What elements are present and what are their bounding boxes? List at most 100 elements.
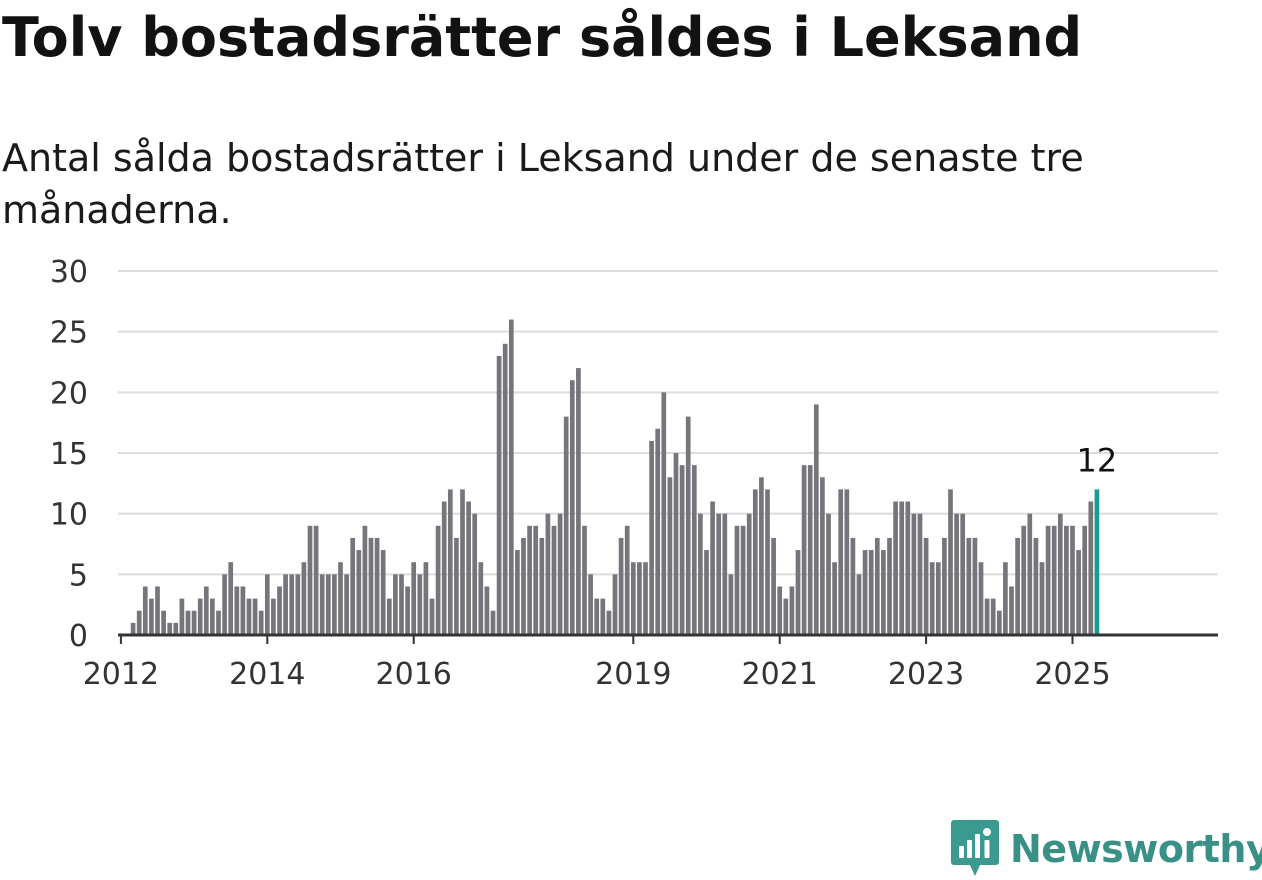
bar [210, 598, 215, 635]
bar [252, 598, 258, 635]
bar [679, 465, 685, 635]
bar [972, 537, 978, 635]
bar [746, 513, 752, 635]
bar [307, 525, 313, 635]
x-tick-label: 2019 [595, 657, 671, 692]
y-tick-label: 30 [50, 255, 88, 290]
bar [1027, 513, 1033, 635]
bar [893, 501, 898, 635]
bar [362, 525, 368, 635]
annotations: 12 [1077, 441, 1118, 479]
bar [533, 525, 539, 635]
bar [698, 513, 703, 635]
latest-value-label: 12 [1077, 441, 1118, 479]
bar [630, 562, 636, 635]
bar [960, 513, 966, 635]
bar-latest [1094, 489, 1100, 635]
bar [313, 525, 319, 635]
bar [161, 610, 166, 635]
bar [783, 598, 789, 635]
bar [258, 610, 264, 635]
bar [179, 598, 185, 635]
bar [399, 574, 404, 635]
bar [813, 404, 819, 635]
bar [338, 562, 343, 635]
bar [655, 428, 661, 635]
bar [874, 537, 880, 635]
bar [508, 319, 514, 635]
bar [789, 586, 795, 635]
bar [557, 513, 563, 635]
bar [1088, 501, 1094, 635]
bar [185, 610, 191, 635]
bar [386, 598, 392, 635]
bar [606, 610, 612, 635]
newsworthy-logo-icon [951, 820, 999, 876]
bar [136, 610, 142, 635]
bar [996, 610, 1002, 635]
bar [838, 489, 844, 635]
y-tick-label: 10 [50, 498, 88, 533]
bar [667, 477, 673, 635]
bar [807, 465, 813, 635]
bar [264, 574, 270, 635]
bar [716, 513, 722, 635]
bar [759, 477, 764, 635]
bar [1070, 525, 1075, 635]
bar [826, 513, 831, 635]
chart-subtitle: Antal sålda bostadsrätter i Leksand unde… [2, 136, 1084, 232]
bar [862, 550, 868, 635]
bar [728, 574, 734, 635]
bar [795, 550, 801, 635]
bar [484, 586, 490, 635]
bar [990, 598, 996, 635]
bar [1009, 586, 1014, 635]
bar [405, 586, 410, 635]
x-tick-label: 2016 [376, 657, 452, 692]
bar [948, 489, 953, 635]
bar [429, 598, 435, 635]
bar [478, 562, 484, 635]
bar [1064, 525, 1069, 635]
y-axis-ticks: 0 5 10 15 20 25 30 [50, 255, 88, 654]
bar [197, 598, 203, 635]
bar [771, 537, 776, 635]
bar [283, 574, 288, 635]
bar [576, 368, 581, 635]
x-tick-label: 2025 [1034, 657, 1110, 692]
bar [271, 598, 276, 635]
bar [1003, 562, 1008, 635]
bar [905, 501, 911, 635]
y-tick-label: 25 [50, 316, 88, 351]
bar [325, 574, 331, 635]
bar [942, 537, 947, 635]
bar [350, 537, 356, 635]
bar [801, 465, 807, 635]
bar [301, 562, 307, 635]
bar [929, 562, 935, 635]
bar [923, 537, 929, 635]
bar [881, 550, 886, 635]
x-tick-label: 2014 [229, 657, 305, 692]
bar [246, 598, 252, 635]
bar [722, 513, 728, 635]
bar [130, 622, 136, 635]
bar [295, 574, 301, 635]
x-tick-label: 2023 [888, 657, 964, 692]
bar [868, 550, 874, 635]
bar [490, 610, 496, 635]
bar [710, 501, 715, 635]
bar [203, 586, 209, 635]
bar [1076, 550, 1081, 635]
bar [142, 586, 148, 635]
bar [545, 513, 551, 635]
bar [1039, 562, 1045, 635]
bar [935, 562, 941, 635]
bar [685, 416, 691, 635]
bar [454, 537, 459, 635]
bar [618, 537, 624, 635]
bar [368, 537, 374, 635]
bar [551, 525, 557, 635]
bar [844, 489, 850, 635]
bar [673, 453, 679, 635]
